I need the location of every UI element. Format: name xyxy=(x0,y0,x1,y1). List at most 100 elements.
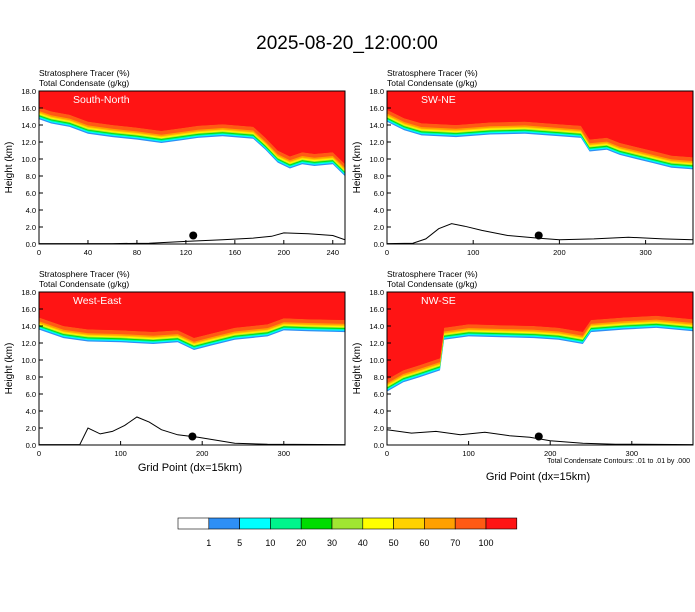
plot-area xyxy=(39,292,345,445)
panel-nw-se: Stratosphere Tracer (%)Total Condensate … xyxy=(352,269,694,458)
y-axis-label: Height (km) xyxy=(4,343,15,395)
y-tick-label: 14.0 xyxy=(21,322,36,331)
y-tick-label: 10.0 xyxy=(21,155,36,164)
y-tick-label: 10.0 xyxy=(21,356,36,365)
y-tick-label: 8.0 xyxy=(26,172,36,181)
panel-label: South-North xyxy=(73,94,130,106)
x-tick-label: 240 xyxy=(327,248,340,257)
x-tick-label: 0 xyxy=(37,248,41,257)
x-tick-label: 300 xyxy=(626,449,639,458)
contour-note: Total Condensate Contours: .01 to .01 by… xyxy=(547,458,690,465)
colorbar-swatch xyxy=(331,517,364,530)
y-tick-label: 2.0 xyxy=(374,424,384,433)
terrain-line xyxy=(387,223,693,244)
y-axis-label: Height (km) xyxy=(352,343,363,395)
colorbar-swatch xyxy=(239,517,271,530)
x-tick-label: 200 xyxy=(544,449,557,458)
y-tick-label: 2.0 xyxy=(374,223,384,232)
location-marker xyxy=(534,432,543,441)
y-tick-label: 2.0 xyxy=(26,424,36,433)
y-tick-label: 10.0 xyxy=(369,155,384,164)
plot-area xyxy=(39,91,345,244)
y-tick-label: 12.0 xyxy=(21,339,36,348)
tracer-core xyxy=(39,91,345,165)
y-tick-label: 0.0 xyxy=(374,441,384,450)
x-tick-label: 100 xyxy=(467,248,480,257)
panel-label: West-East xyxy=(73,295,121,307)
y-tick-label: 6.0 xyxy=(374,390,384,399)
location-marker xyxy=(188,432,197,441)
x-tick-label: 120 xyxy=(180,248,193,257)
terrain-line xyxy=(387,429,693,445)
y-tick-label: 0.0 xyxy=(374,240,384,249)
colorbar-label: 60 xyxy=(419,538,429,548)
colorbar-swatch xyxy=(485,517,518,530)
location-marker xyxy=(534,231,543,240)
location-marker xyxy=(189,231,198,240)
y-tick-label: 4.0 xyxy=(374,407,384,416)
y-tick-label: 16.0 xyxy=(21,305,36,314)
x-tick-label: 80 xyxy=(133,248,141,257)
y-tick-label: 4.0 xyxy=(26,407,36,416)
x-tick-label: 0 xyxy=(385,449,389,458)
y-tick-label: 4.0 xyxy=(374,206,384,215)
y-tick-label: 16.0 xyxy=(21,104,36,113)
panel-sw-ne: Stratosphere Tracer (%)Total Condensate … xyxy=(352,68,694,257)
plot-frame xyxy=(386,90,694,245)
y-tick-label: 18.0 xyxy=(369,288,384,297)
y-tick-label: 14.0 xyxy=(369,322,384,331)
x-tick-label: 200 xyxy=(278,248,291,257)
y-tick-label: 12.0 xyxy=(21,138,36,147)
y-tick-label: 12.0 xyxy=(369,138,384,147)
colorbar-swatch xyxy=(208,517,240,530)
colorbar-swatch xyxy=(270,517,302,530)
colorbar-label: 40 xyxy=(358,538,368,548)
y-tick-label: 16.0 xyxy=(369,104,384,113)
plot-frame xyxy=(38,291,346,446)
panel-header-tracer: Stratosphere Tracer (%) xyxy=(387,68,478,78)
colorbar-label: 5 xyxy=(237,538,242,548)
x-tick-label: 100 xyxy=(114,449,127,458)
x-tick-label: 40 xyxy=(84,248,92,257)
panel-header-condensate: Total Condensate (g/kg) xyxy=(387,279,477,289)
colorbar-label: 100 xyxy=(478,538,493,548)
y-tick-label: 8.0 xyxy=(374,373,384,382)
colorbar-swatch xyxy=(300,517,333,530)
x-axis-label-right: Grid Point (dx=15km) xyxy=(486,471,590,483)
x-tick-label: 0 xyxy=(385,248,389,257)
colorbar-swatch xyxy=(454,517,487,530)
tracer-core xyxy=(387,91,693,158)
y-tick-label: 4.0 xyxy=(26,206,36,215)
y-tick-label: 0.0 xyxy=(26,441,36,450)
colorbar: 1 5 10 20 30 40 50 60 70 100 xyxy=(177,517,518,548)
y-tick-label: 0.0 xyxy=(26,240,36,249)
x-tick-label: 160 xyxy=(229,248,242,257)
colorbar-label: 50 xyxy=(389,538,399,548)
panel-header-tracer: Stratosphere Tracer (%) xyxy=(39,269,130,279)
panel-header-condensate: Total Condensate (g/kg) xyxy=(39,78,129,88)
tracer-core xyxy=(387,292,693,380)
colorbar-swatch xyxy=(362,517,394,530)
colorbar-label: 70 xyxy=(450,538,460,548)
y-tick-label: 10.0 xyxy=(369,356,384,365)
plot-area xyxy=(387,91,693,244)
x-axis-label-left: Grid Point (dx=15km) xyxy=(138,462,242,474)
y-tick-label: 6.0 xyxy=(374,189,384,198)
y-tick-label: 8.0 xyxy=(26,373,36,382)
x-tick-label: 200 xyxy=(553,248,566,257)
plot-area xyxy=(387,292,693,445)
x-tick-label: 0 xyxy=(37,449,41,458)
y-tick-label: 14.0 xyxy=(369,121,384,130)
y-tick-label: 18.0 xyxy=(21,87,36,96)
y-tick-label: 16.0 xyxy=(369,305,384,314)
colorbar-label: 1 xyxy=(206,538,211,548)
colorbar-label: 10 xyxy=(265,538,275,548)
colorbar-label: 30 xyxy=(327,538,337,548)
y-tick-label: 14.0 xyxy=(21,121,36,130)
panel-south-north: Stratosphere Tracer (%)Total Condensate … xyxy=(4,68,346,257)
colorbar-swatch xyxy=(393,517,425,530)
panel-header-tracer: Stratosphere Tracer (%) xyxy=(39,68,130,78)
y-tick-label: 6.0 xyxy=(26,189,36,198)
y-tick-label: 8.0 xyxy=(374,172,384,181)
